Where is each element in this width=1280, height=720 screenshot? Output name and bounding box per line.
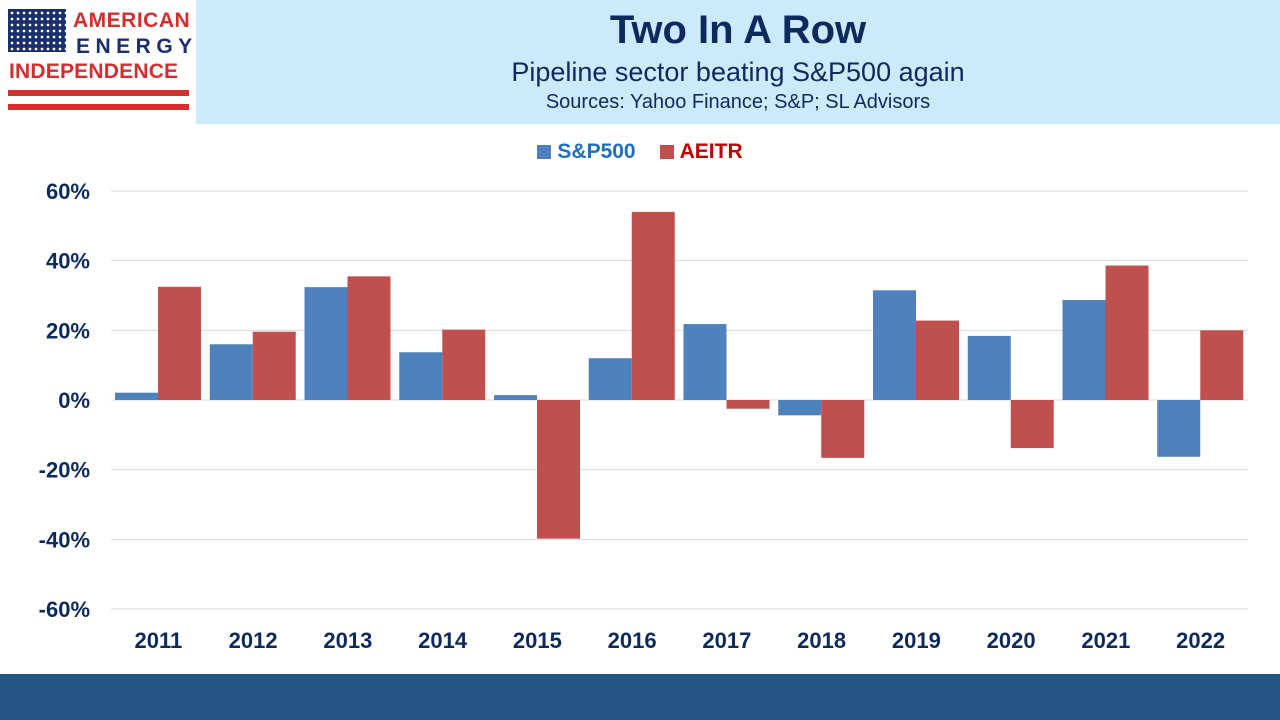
legend-item-sp500: S&P500 bbox=[537, 140, 636, 164]
bar-aeitr-2022 bbox=[1200, 330, 1244, 400]
bar-aeitr-2015 bbox=[537, 400, 580, 539]
logo-text-independence: INDEPENDENCE bbox=[9, 60, 179, 83]
legend-swatch-aeitr bbox=[659, 145, 674, 159]
legend: S&P500 AEITR bbox=[0, 140, 1280, 164]
chart-sources: Sources: Yahoo Finance; S&P; SL Advisors bbox=[545, 91, 931, 113]
bar-aeitr-2014 bbox=[442, 329, 486, 400]
x-tick-label: 2022 bbox=[1176, 628, 1225, 653]
footer-bar bbox=[0, 674, 1280, 720]
chart-title: Two In A Row bbox=[609, 8, 867, 52]
y-tick-label: 60% bbox=[46, 179, 90, 204]
legend-swatch-sp500 bbox=[537, 145, 552, 159]
y-tick-label: 0% bbox=[58, 388, 90, 413]
bar-chart: -60% -40% -20% 0% 20% 40% 60% 2011 2012 2013 2014 2… bbox=[39, 179, 1248, 653]
y-tick-label: 40% bbox=[46, 249, 90, 274]
bar-sp500-2018 bbox=[778, 400, 822, 416]
x-tick-label: 2015 bbox=[513, 628, 562, 653]
bar-sp500-2013 bbox=[304, 287, 348, 400]
x-tick-label: 2019 bbox=[892, 628, 941, 653]
y-tick-label: -40% bbox=[39, 527, 90, 552]
logo-stripe bbox=[8, 90, 189, 96]
y-tick-label: 20% bbox=[46, 318, 90, 343]
bar-aeitr-2018 bbox=[821, 400, 865, 458]
bar-aeitr-2017 bbox=[726, 400, 770, 409]
x-tick-label: 2018 bbox=[797, 628, 846, 653]
bar-aeitr-2011 bbox=[158, 286, 201, 400]
logo-stripe bbox=[8, 104, 189, 110]
bar-aeitr-2013 bbox=[347, 276, 391, 400]
bar-aeitr-2012 bbox=[252, 331, 296, 400]
x-tick-label: 2012 bbox=[229, 628, 278, 653]
bar-aeitr-2020 bbox=[1010, 400, 1054, 449]
flag-canton-icon bbox=[8, 9, 66, 52]
logo-text-energy: ENERGY bbox=[76, 35, 198, 58]
bar-aeitr-2019 bbox=[916, 320, 959, 400]
logo: AMERICAN ENERGY INDEPENDENCE bbox=[0, 0, 196, 124]
bar-sp500-2021 bbox=[1062, 300, 1106, 400]
bar-sp500-2022 bbox=[1157, 400, 1201, 457]
y-tick-label: -60% bbox=[39, 597, 90, 622]
bar-sp500-2015 bbox=[494, 395, 537, 400]
x-tick-label: 2016 bbox=[608, 628, 657, 653]
bar-sp500-2014 bbox=[399, 352, 443, 400]
x-tick-label: 2013 bbox=[323, 628, 372, 653]
logo-text-american: AMERICAN bbox=[73, 9, 191, 32]
legend-label-sp500: S&P500 bbox=[557, 140, 636, 163]
bar-aeitr-2016 bbox=[631, 211, 675, 400]
bar-sp500-2020 bbox=[967, 335, 1011, 400]
legend-label-aeitr: AEITR bbox=[679, 140, 743, 163]
x-tick-label: 2020 bbox=[987, 628, 1036, 653]
bar-sp500-2017 bbox=[683, 324, 727, 400]
chart-subtitle: Pipeline sector beating S&P500 again bbox=[511, 57, 965, 87]
x-tick-label: 2014 bbox=[418, 628, 468, 653]
x-tick-label: 2021 bbox=[1081, 628, 1130, 653]
bar-sp500-2019 bbox=[873, 290, 916, 400]
header-banner: Two In A Row Pipeline sector beating S&P… bbox=[196, 0, 1280, 124]
y-tick-label: -20% bbox=[39, 458, 90, 483]
x-tick-label: 2017 bbox=[702, 628, 751, 653]
bar-sp500-2012 bbox=[209, 344, 253, 400]
x-tick-label: 2011 bbox=[135, 628, 183, 653]
legend-item-aeitr: AEITR bbox=[659, 140, 743, 164]
bar-aeitr-2021 bbox=[1105, 265, 1149, 400]
bar-sp500-2016 bbox=[588, 358, 632, 400]
bar-sp500-2011 bbox=[115, 392, 158, 400]
